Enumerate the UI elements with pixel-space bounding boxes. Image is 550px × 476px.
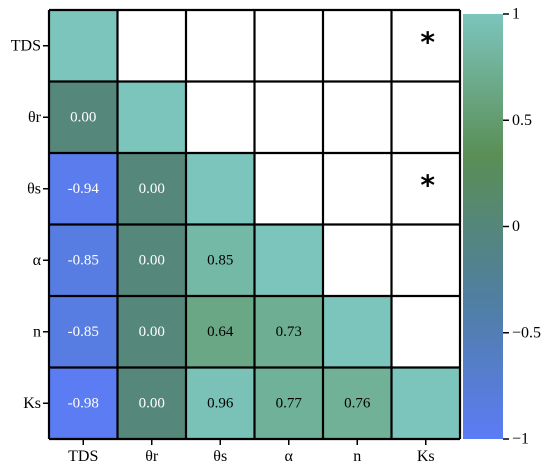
heatmap-cell-α-α (254, 224, 323, 296)
heatmap-cell-n-θs (186, 296, 255, 368)
colorbar-tick-label: 1 (512, 6, 520, 23)
cell-value-label: 0.00 (139, 252, 165, 268)
cell-value-label: -0.85 (68, 324, 99, 340)
heatmap-cell-TDS-TDS (49, 10, 118, 82)
cell-value-label: 0.00 (139, 395, 165, 411)
y-tick-label: α (33, 252, 42, 269)
heatmap-cell-α-Ks (391, 224, 460, 296)
cell-value-label: -0.85 (68, 252, 99, 268)
heatmap-cell-Ks-Ks (391, 367, 460, 439)
heatmap-cell-α-TDS (49, 224, 118, 296)
heatmap-cell-TDS-θs (186, 10, 255, 82)
cell-value-label: 0.64 (207, 324, 234, 340)
heatmap-cell-TDS-α (254, 10, 323, 82)
heatmap-cell-TDS-Ks (391, 10, 460, 82)
heatmap-cell-θr-α (254, 81, 323, 153)
heatmap-grid (47, 8, 462, 441)
heatmap-cell-α-n (323, 224, 392, 296)
heatmap-cell-Ks-α (254, 367, 323, 439)
y-tick-label: Ks (23, 395, 41, 412)
heatmap-cell-θr-θr (117, 81, 186, 153)
cell-value-label: 0.73 (276, 324, 302, 340)
heatmap-cell-θr-Ks (391, 81, 460, 153)
heatmap-cell-θs-θs (186, 153, 255, 225)
y-tick-label: θr (28, 109, 42, 126)
colorbar-tick-label: 0.5 (512, 112, 532, 129)
heatmap-cell-θr-n (323, 81, 392, 153)
heatmap-cell-θs-TDS (49, 153, 118, 225)
x-tick-label: α (285, 448, 294, 465)
colorbar-tick-label: 0 (512, 218, 520, 235)
cell-value-label: 0.00 (139, 324, 165, 340)
heatmap-cell-Ks-TDS (49, 367, 118, 439)
significance-marker: * (420, 168, 435, 201)
heatmap-cell-Ks-θs (186, 367, 255, 439)
y-tick-label: TDS (11, 37, 41, 54)
heatmap-cell-n-n (323, 296, 392, 368)
x-axis: TDS θr θs α n Ks (68, 439, 435, 465)
heatmap-cell-θs-n (323, 153, 392, 225)
cell-value-label: 0.96 (207, 395, 234, 411)
heatmap-cell-θs-θr (117, 153, 186, 225)
heatmap-cell-θr-TDS (49, 81, 118, 153)
x-tick-label: Ks (417, 448, 435, 465)
cell-value-label: -0.98 (68, 395, 99, 411)
y-tick-label: n (33, 323, 41, 340)
colorbar-tick-label: −0.5 (512, 324, 541, 341)
cell-value-label: 0.85 (207, 252, 233, 268)
heatmap-cell-θs-α (254, 153, 323, 225)
y-tick-label: θs (27, 180, 41, 197)
cell-value-label: 0.77 (276, 395, 303, 411)
significance-marker: * (420, 25, 435, 58)
heatmap-cell-TDS-θr (117, 10, 186, 82)
heatmap-cell-α-θs (186, 224, 255, 296)
x-tick-label: θr (145, 448, 159, 465)
heatmap-cell-Ks-θr (117, 367, 186, 439)
heatmap-cell-θr-θs (186, 81, 255, 153)
heatmap-cell-Ks-n (323, 367, 392, 439)
cell-value-label: -0.94 (68, 181, 100, 197)
heatmap-cell-n-TDS (49, 296, 118, 368)
heatmap-cell-n-Ks (391, 296, 460, 368)
heatmap-cell-n-α (254, 296, 323, 368)
colorbar-tick-label: −1 (512, 431, 529, 448)
heatmap-cells: 0.00 -0.94 0.00 -0.85 0.00 0.85 -0.85 0.00 0.64 0… (49, 10, 460, 439)
cell-value-label: 0.00 (139, 181, 165, 197)
y-axis: TDS θr θs α n Ks (11, 37, 49, 412)
cell-value-label: 0.76 (344, 395, 371, 411)
x-tick-label: n (353, 448, 361, 465)
heatmap-cell-θs-Ks (391, 153, 460, 225)
x-tick-label: θs (213, 448, 227, 465)
heatmap-cell-α-θr (117, 224, 186, 296)
cell-value-label: 0.00 (70, 109, 96, 125)
x-tick-label: TDS (68, 448, 98, 465)
heatmap-cell-TDS-n (323, 10, 392, 82)
colorbar: 1 0.5 0 −0.5 −1 (463, 6, 541, 448)
colorbar-gradient (463, 14, 503, 439)
heatmap-cell-n-θr (117, 296, 186, 368)
